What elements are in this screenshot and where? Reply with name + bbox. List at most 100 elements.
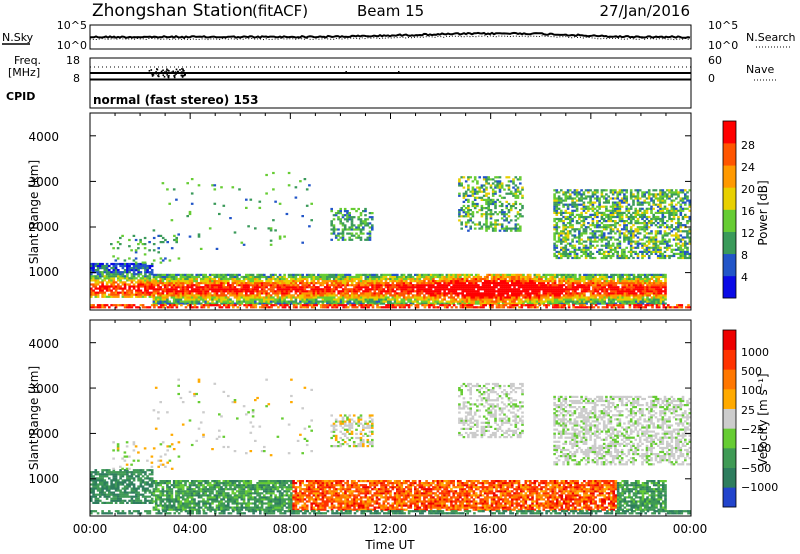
range-gate-cell [578, 228, 581, 231]
range-gate-cell [473, 188, 477, 191]
range-gate-cell [405, 304, 409, 307]
nave-dropout-point [172, 70, 174, 73]
range-gate-cell [566, 232, 570, 235]
range-gate-cell [337, 277, 340, 281]
range-gate-cell [236, 273, 239, 276]
range-gate-cell [566, 222, 570, 225]
range-gate-cell [339, 210, 342, 213]
range-gate-cell [346, 216, 349, 219]
range-gate-cell [218, 296, 221, 299]
range-gate-cell [418, 275, 422, 279]
range-gate-cell [110, 283, 113, 286]
range-gate-cell [365, 306, 368, 309]
range-gate-cell [459, 277, 462, 281]
range-gate-cell [436, 273, 440, 276]
range-gate-cell [501, 284, 505, 287]
range-gate-cell [154, 273, 158, 276]
range-gate-cell [464, 207, 468, 210]
range-gate-cell [148, 285, 152, 288]
range-gate-cell [344, 288, 347, 291]
range-gate-cell [496, 213, 499, 216]
range-gate-cell [517, 282, 521, 285]
range-gate-cell [332, 294, 336, 297]
range-gate-cell [467, 221, 470, 224]
range-gate-cell [92, 262, 95, 266]
range-gate-cell [565, 296, 568, 299]
range-gate-cell [513, 302, 516, 305]
range-gate-cell [362, 298, 365, 301]
range-gate-cell [569, 220, 572, 223]
range-gate-cell [566, 242, 570, 245]
range-gate-cell [519, 209, 522, 212]
range-gate-cell [605, 242, 608, 245]
range-gate-cell [625, 275, 629, 279]
range-gate-cell [490, 282, 494, 285]
range-gate-cell [312, 300, 316, 303]
range-gate-cell [648, 288, 651, 291]
range-gate-cell [371, 216, 374, 219]
range-gate-cell [296, 280, 300, 283]
range-gate-cell [515, 292, 519, 295]
range-gate-cell [137, 291, 140, 294]
range-gate-cell [407, 286, 410, 289]
range-gate-cell [427, 282, 431, 285]
range-gate-cell [607, 209, 610, 212]
range-gate-cell [348, 226, 351, 229]
range-gate-cell [483, 277, 487, 281]
range-gate-cell [382, 277, 386, 281]
range-gate-cell [578, 302, 582, 305]
range-gate-cell [357, 273, 361, 276]
range-gate-cell [450, 288, 453, 291]
range-gate-cell [312, 286, 316, 289]
range-gate-cell [487, 192, 490, 195]
range-gate-cell [662, 294, 665, 297]
range-gate-cell [411, 275, 415, 279]
range-gate-cell [498, 190, 502, 193]
range-gate-cell [407, 298, 410, 301]
range-gate-cell [407, 290, 410, 293]
range-gate-cell [171, 304, 174, 307]
range-gate-cell [458, 213, 461, 216]
range-gate-cell [90, 306, 93, 309]
range-gate-cell [432, 306, 436, 309]
range-gate-cell [607, 242, 610, 245]
range-gate-cell [240, 300, 244, 303]
range-gate-cell [601, 300, 604, 303]
range-gate-cell [639, 300, 642, 303]
range-gate-cell [607, 292, 611, 295]
range-gate-cell [357, 218, 360, 221]
range-gate-cell [135, 306, 138, 309]
range-gate-cell [605, 220, 608, 223]
range-gate-cell [215, 280, 219, 283]
range-gate-cell [368, 226, 372, 229]
range-gate-cell [557, 234, 561, 237]
range-gate-cell [90, 287, 93, 290]
range-gate-cell [562, 284, 566, 287]
range-gate-cell [473, 190, 477, 193]
range-gate-cell [503, 196, 506, 199]
range-gate-cell [455, 306, 458, 309]
range-gate-cell [610, 273, 613, 276]
range-gate-cell [181, 294, 185, 297]
range-gate-cell [529, 302, 532, 305]
range-gate-cell [144, 306, 147, 309]
range-gate-cell [612, 282, 615, 285]
range-gate-cell [335, 282, 338, 285]
range-gate-cell [141, 295, 145, 298]
range-gate-cell [603, 290, 606, 293]
range-gate-cell [573, 250, 577, 253]
range-gate-cell [602, 213, 606, 216]
range-gate-cell [312, 280, 316, 283]
range-gate-cell [170, 296, 174, 299]
range-gate-cell [343, 214, 347, 217]
range-gate-cell [301, 296, 304, 299]
range-gate-cell [222, 282, 226, 285]
range-gate-cell [505, 225, 508, 228]
range-gate-cell [553, 195, 556, 198]
range-gate-cell [555, 199, 559, 202]
range-gate-cell [305, 277, 309, 281]
range-gate-cell [527, 306, 530, 309]
range-gate-cell [396, 277, 399, 281]
range-gate-cell [172, 300, 176, 303]
range-gate-cell [582, 222, 586, 225]
